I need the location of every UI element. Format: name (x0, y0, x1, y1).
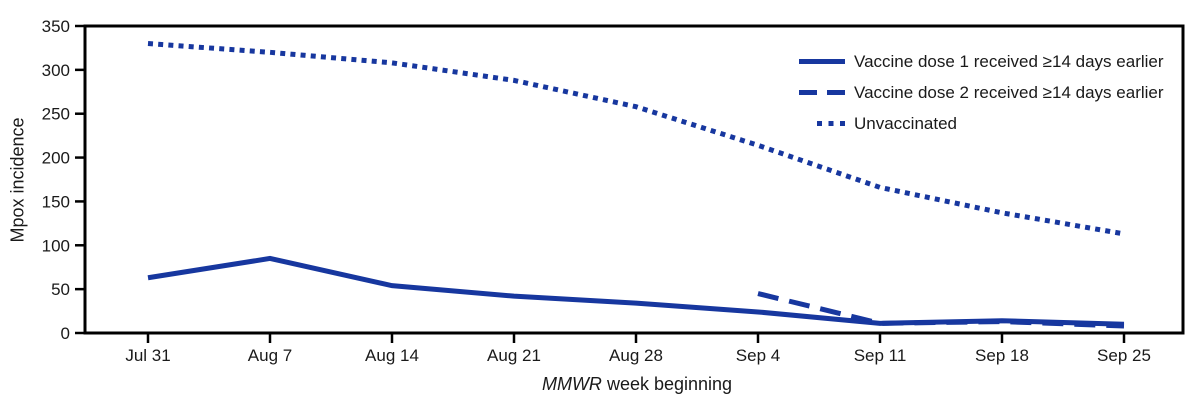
legend-swatch-dotted (817, 121, 845, 126)
legend-label: Unvaccinated (854, 113, 958, 133)
y-tick-label: 0 (61, 324, 70, 343)
x-axis-title-italic: MMWR (541, 374, 602, 394)
x-axis-title: MMWR week beginning (542, 374, 732, 395)
y-tick-label: 300 (42, 61, 70, 80)
legend-item: Unvaccinated (799, 108, 1164, 139)
y-tick-label: 250 (42, 105, 70, 124)
series-line-dashed (757, 291, 1125, 329)
y-axis-title: Mpox incidence (7, 117, 28, 243)
y-tick-label: 350 (42, 17, 70, 36)
y-tick-label: 150 (42, 192, 70, 211)
series-line-solid (147, 255, 1125, 327)
x-tick-label: Aug 7 (248, 346, 292, 365)
y-tick-label: 100 (42, 236, 70, 255)
legend-item: Vaccine dose 1 received ≥14 days earlier (799, 46, 1164, 77)
x-tick-label: Sep 25 (1097, 346, 1151, 365)
x-tick-label: Jul 31 (125, 346, 170, 365)
legend-swatch-dashed (799, 90, 845, 95)
y-tick-label: 50 (51, 280, 70, 299)
x-tick-label: Sep 11 (854, 346, 907, 365)
series-line-dotted (147, 41, 1125, 237)
legend-label: Vaccine dose 2 received ≥14 days earlier (854, 82, 1164, 102)
legend-item: Vaccine dose 2 received ≥14 days earlier (799, 77, 1164, 108)
y-tick-label: 200 (42, 149, 70, 168)
x-tick-label: Sep 18 (975, 346, 1029, 365)
x-tick-label: Aug 28 (609, 346, 663, 365)
x-axis-title-rest: week beginning (601, 374, 733, 394)
x-tick-label: Aug 21 (487, 346, 541, 365)
legend-label: Vaccine dose 1 received ≥14 days earlier (854, 51, 1164, 71)
legend-swatch-solid (799, 59, 845, 64)
plot-border (83, 24, 1185, 335)
x-tick-label: Aug 14 (365, 346, 419, 365)
x-tick-label: Sep 4 (736, 346, 780, 365)
legend: Vaccine dose 1 received ≥14 days earlier… (799, 46, 1164, 139)
